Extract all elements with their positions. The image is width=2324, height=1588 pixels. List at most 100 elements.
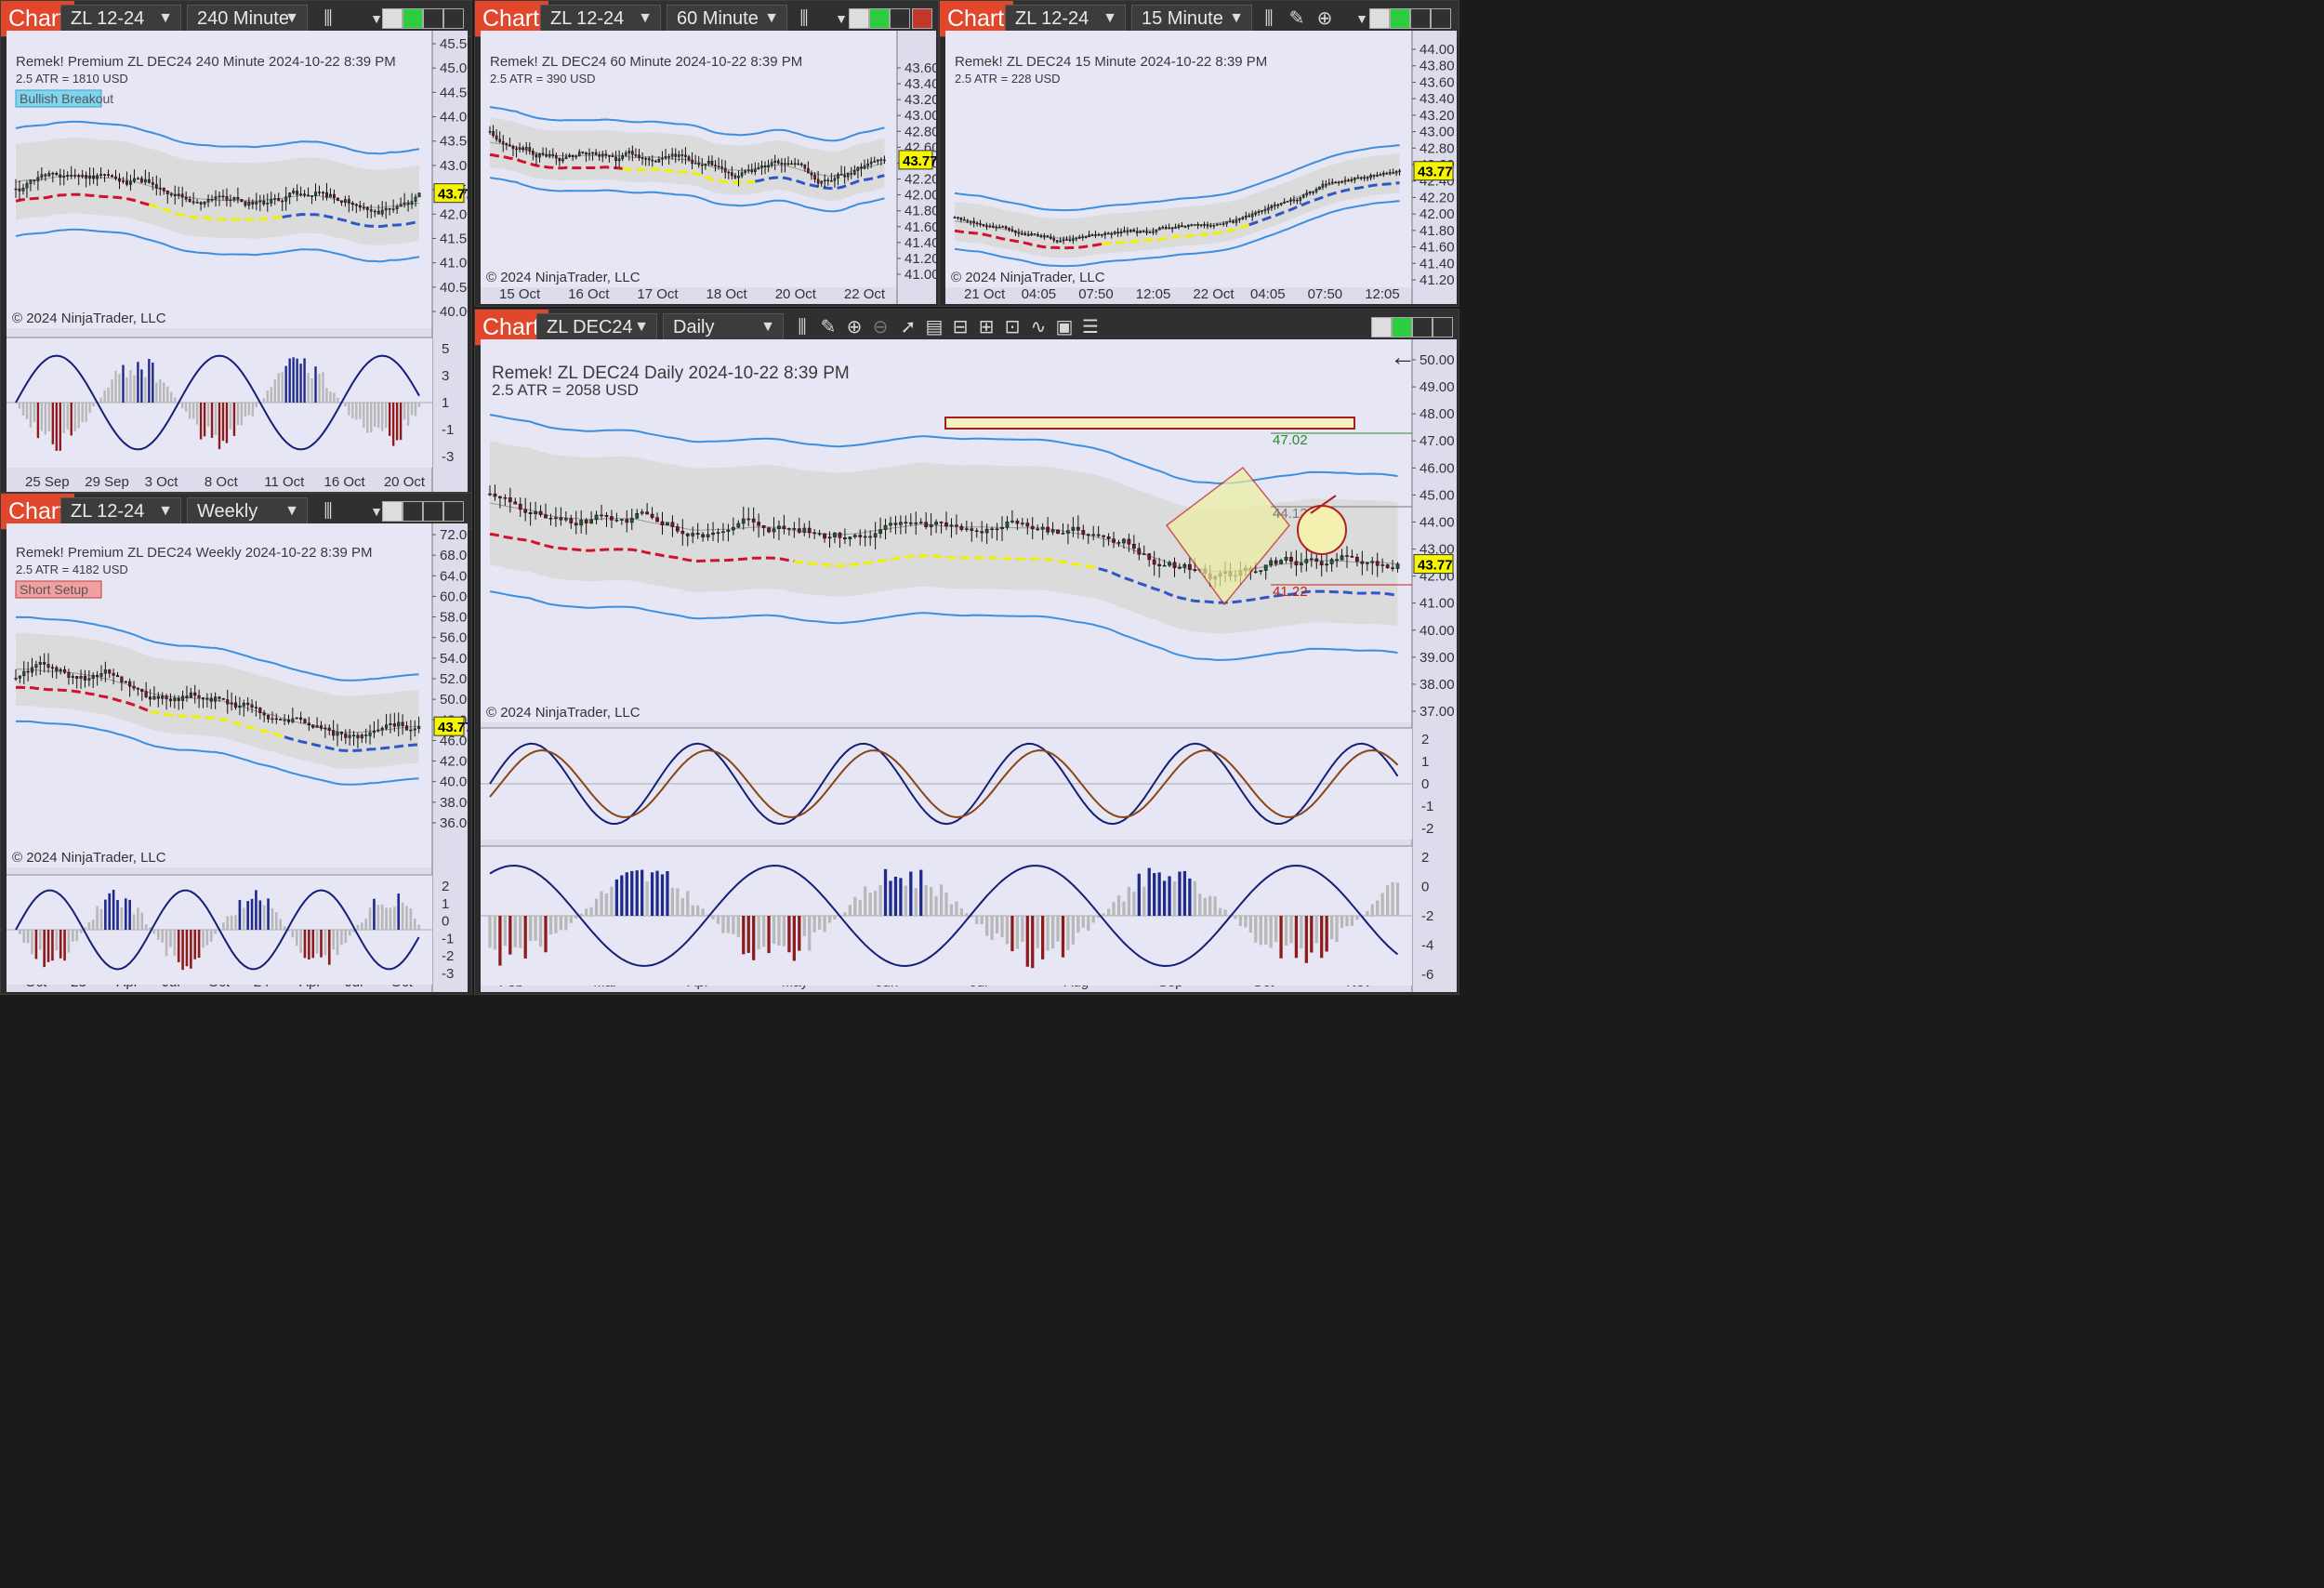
histogram-bar bbox=[191, 403, 195, 419]
chevron-down-icon: ▼ bbox=[284, 503, 299, 519]
close-button[interactable] bbox=[912, 8, 932, 29]
interval-selector[interactable]: Daily ▼ bbox=[663, 313, 784, 341]
window-color-green[interactable] bbox=[403, 8, 423, 29]
window-color-grey[interactable] bbox=[382, 8, 403, 29]
instrument-selector[interactable]: ZL 12-24 ▼ bbox=[60, 497, 181, 525]
chevron-down-icon[interactable]: ▼ bbox=[370, 504, 383, 519]
candle-body bbox=[548, 153, 551, 157]
indicators-icon[interactable]: ∿ bbox=[1030, 317, 1047, 337]
histogram-bar bbox=[393, 906, 396, 930]
data-box-icon[interactable]: ▤ bbox=[925, 317, 944, 337]
histogram-bar bbox=[802, 916, 806, 936]
chart-tab-label[interactable]: Chart bbox=[940, 1, 1014, 36]
trend-line-down bbox=[954, 229, 1103, 250]
window-color-grey[interactable] bbox=[849, 8, 869, 29]
snapshot-icon[interactable]: ▣ bbox=[1055, 317, 1074, 337]
instrument-selector[interactable]: ZL 12-24 ▼ bbox=[540, 5, 661, 33]
pencil-icon[interactable]: ✎ bbox=[1288, 8, 1305, 29]
chevron-down-icon[interactable]: ▼ bbox=[835, 11, 848, 26]
chart-60min-svg[interactable]: 43.6043.4043.2043.0042.8042.6042.4042.20… bbox=[481, 31, 936, 304]
y-tick-label: 42.00 bbox=[440, 206, 468, 222]
candle-body bbox=[964, 528, 969, 530]
maximize-button[interactable] bbox=[443, 8, 464, 29]
candle-body bbox=[66, 175, 70, 177]
maximize-button[interactable] bbox=[423, 501, 443, 522]
candle-body bbox=[1365, 562, 1369, 564]
candle-body bbox=[655, 517, 659, 523]
candle-body bbox=[1340, 555, 1344, 561]
instrument-selector[interactable]: ZL 12-24 ▼ bbox=[60, 5, 181, 33]
bars-icon[interactable]: ⫼ bbox=[324, 8, 333, 29]
price-panel[interactable]: 44.0043.8043.6043.4043.2043.0042.8042.60… bbox=[945, 31, 1457, 304]
pointer-icon[interactable]: ➚ bbox=[900, 317, 917, 337]
strategies-icon[interactable]: ⊡ bbox=[1004, 317, 1021, 337]
chart-240min-svg[interactable]: 45.5045.0044.5044.0043.5043.0042.5042.00… bbox=[7, 31, 468, 492]
interval-selector[interactable]: 240 Minute ▼ bbox=[187, 5, 308, 33]
templates-icon[interactable]: ⊞ bbox=[978, 317, 995, 337]
zoom-in-icon[interactable]: ⊕ bbox=[846, 317, 863, 337]
zoom-in-icon[interactable]: ⊕ bbox=[1316, 8, 1333, 29]
osc-tick-label: -1 bbox=[442, 422, 454, 438]
price-panel[interactable]: 72.00 68.00 64.00 60.00 58.00 56.00 54.00 52.00… bbox=[7, 523, 468, 992]
instrument-selector[interactable]: ZL DEC24 ▼ bbox=[536, 313, 657, 341]
chevron-down-icon[interactable]: ▼ bbox=[1355, 11, 1368, 26]
window-color-green[interactable] bbox=[1392, 317, 1412, 337]
histogram-bar bbox=[1097, 916, 1101, 919]
chart-daily-svg[interactable]: 50.00 49.00 48.00 47.00 46.00 45.00 44.00 43.00… bbox=[481, 339, 1457, 992]
maximize-button[interactable] bbox=[1433, 317, 1453, 337]
properties-icon[interactable]: ⊟ bbox=[952, 317, 969, 337]
list-icon[interactable]: ☰ bbox=[1082, 317, 1099, 337]
histogram-bar bbox=[22, 930, 26, 943]
bars-icon[interactable]: ⫼ bbox=[1264, 8, 1274, 29]
instrument-value: ZL DEC24 bbox=[547, 317, 633, 337]
chart-window-60min: Chart ZL 12-24 ▼ 60 Minute ▼ ⫼ ▼ 43.60 43.4… bbox=[474, 0, 939, 307]
minimize-button[interactable] bbox=[403, 501, 423, 522]
instrument-selector[interactable]: ZL 12-24 ▼ bbox=[1005, 5, 1126, 33]
candle-body bbox=[125, 180, 128, 185]
candle-body bbox=[1039, 235, 1043, 237]
price-panel[interactable]: 50.00 49.00 48.00 47.00 46.00 45.00 44.00 43.00… bbox=[481, 339, 1457, 992]
candle-body bbox=[271, 718, 274, 721]
bars-icon[interactable]: ⫼ bbox=[324, 501, 333, 522]
maximize-button[interactable] bbox=[1431, 8, 1451, 29]
interval-selector[interactable]: 60 Minute ▼ bbox=[667, 5, 787, 33]
chart-tab-label[interactable]: Chart bbox=[475, 1, 549, 36]
pencil-icon[interactable]: ✎ bbox=[820, 317, 837, 337]
minimize-button[interactable] bbox=[1410, 8, 1431, 29]
price-panel[interactable]: 45.5045.0044.5044.0043.5043.0042.5042.00… bbox=[7, 31, 468, 492]
minimize-button[interactable] bbox=[423, 8, 443, 29]
bars-icon[interactable]: ⫼ bbox=[798, 317, 807, 337]
interval-value: 60 Minute bbox=[677, 8, 759, 29]
osc-tick-label: 0 bbox=[1421, 776, 1429, 792]
candle-body bbox=[1131, 544, 1136, 549]
restore-button[interactable] bbox=[443, 501, 464, 522]
window-color-green[interactable] bbox=[1390, 8, 1410, 29]
candle-body bbox=[255, 201, 258, 205]
instrument-value: ZL 12-24 bbox=[1015, 8, 1089, 29]
chart-tab-label[interactable]: Chart bbox=[475, 310, 549, 345]
chart-15min-svg[interactable]: 44.0043.8043.6043.4043.2043.0042.8042.60… bbox=[945, 31, 1457, 304]
chevron-down-icon[interactable]: ▼ bbox=[370, 11, 383, 26]
candle-body bbox=[173, 194, 177, 197]
histogram-bar bbox=[190, 930, 192, 969]
x-axis-label: 04:05 bbox=[1250, 286, 1286, 302]
bars-icon[interactable]: ⫼ bbox=[799, 8, 809, 29]
window-color-green[interactable] bbox=[869, 8, 890, 29]
window-color-grey[interactable] bbox=[1371, 317, 1392, 337]
price-panel[interactable]: 43.6043.4043.2043.0042.8042.6042.4042.20… bbox=[481, 31, 936, 304]
interval-selector[interactable]: Weekly ▼ bbox=[187, 497, 308, 525]
histogram-bar bbox=[640, 869, 644, 916]
candle-body bbox=[209, 697, 213, 702]
histogram-bar bbox=[680, 898, 684, 916]
minimize-button[interactable] bbox=[1412, 317, 1433, 337]
interval-selector[interactable]: 15 Minute ▼ bbox=[1131, 5, 1252, 33]
window-color-grey[interactable] bbox=[1369, 8, 1390, 29]
zoom-out-icon[interactable]: ⊖ bbox=[872, 317, 889, 337]
histogram-bar bbox=[564, 916, 568, 931]
price-tag bbox=[433, 183, 465, 204]
window-color-grey[interactable] bbox=[382, 501, 403, 522]
minimize-button[interactable] bbox=[890, 8, 910, 29]
chart-weekly-svg[interactable]: 72.00 68.00 64.00 60.00 58.00 56.00 54.00 52.00… bbox=[7, 523, 468, 992]
histogram-bar bbox=[1314, 916, 1318, 944]
histogram-bar bbox=[84, 927, 86, 930]
